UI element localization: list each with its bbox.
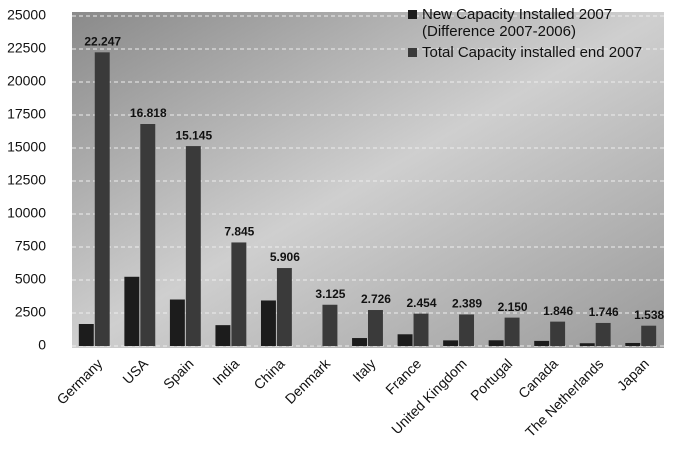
bar xyxy=(277,268,292,346)
bar xyxy=(489,340,504,346)
value-label: 22.247 xyxy=(84,35,121,49)
bar xyxy=(550,322,565,346)
value-label: 2.389 xyxy=(452,297,482,311)
page: 0 2500 5000 7500 10000 12500 15000 17500 20000 22… xyxy=(0,0,673,476)
value-label: 1.538 xyxy=(634,308,664,322)
x-tick-label: China xyxy=(250,355,287,392)
bar xyxy=(505,318,520,346)
bar xyxy=(368,310,383,346)
value-label: 2.454 xyxy=(406,296,436,310)
value-label: 16.818 xyxy=(130,106,167,120)
value-label: 7.845 xyxy=(224,225,254,239)
x-tick-label: The Netherlands xyxy=(522,355,607,440)
x-tick-label: Germany xyxy=(53,355,105,407)
x-tick-label: Spain xyxy=(160,355,197,392)
bar xyxy=(79,324,94,346)
x-tick-label: USA xyxy=(119,355,151,387)
bar xyxy=(534,341,549,346)
y-tick-label: 12500 xyxy=(7,172,46,188)
y-tick-label: 2500 xyxy=(15,304,46,320)
legend: New Capacity Installed 2007 (Difference … xyxy=(408,6,670,65)
value-label: 1.746 xyxy=(589,305,619,319)
bar xyxy=(322,305,337,346)
bar xyxy=(124,277,139,346)
bar xyxy=(596,323,611,346)
bar xyxy=(625,343,640,346)
legend-item: Total Capacity installed end 2007 xyxy=(408,44,670,61)
x-tick-label: Japan xyxy=(614,355,652,393)
x-tick-label: Italy xyxy=(349,355,378,384)
x-tick-label: Portugal xyxy=(467,355,515,403)
y-tick-label: 15000 xyxy=(7,139,46,155)
value-label: 1.846 xyxy=(543,304,573,318)
value-label: 15.145 xyxy=(175,128,212,142)
legend-item: New Capacity Installed 2007 (Difference … xyxy=(408,6,670,40)
legend-label: Total Capacity installed end 2007 xyxy=(422,44,642,61)
bar xyxy=(231,242,246,346)
bar xyxy=(443,340,458,346)
legend-label: New Capacity Installed 2007 (Difference … xyxy=(422,6,670,40)
bar xyxy=(215,325,230,346)
bar xyxy=(352,338,367,346)
y-tick-label: 10000 xyxy=(7,205,46,221)
legend-swatch xyxy=(408,48,417,57)
bar xyxy=(95,52,110,346)
bar xyxy=(186,146,201,346)
value-label: 3.125 xyxy=(315,287,345,301)
chart: 0 2500 5000 7500 10000 12500 15000 17500 20000 22… xyxy=(0,0,673,476)
bar xyxy=(140,124,155,346)
y-tick-label: 5000 xyxy=(15,271,46,287)
y-tick-label: 7500 xyxy=(15,238,46,254)
bar xyxy=(580,343,595,346)
y-tick-label: 20000 xyxy=(7,73,46,89)
bar xyxy=(170,300,185,346)
bar xyxy=(398,334,413,346)
x-tick-label: Denmark xyxy=(282,355,334,407)
y-tick-label: 17500 xyxy=(7,106,46,122)
x-tick-label: Canada xyxy=(515,355,561,401)
x-tick-label: France xyxy=(382,355,424,397)
bar xyxy=(414,314,429,346)
y-tick-label: 0 xyxy=(38,337,46,353)
y-tick-label: 25000 xyxy=(7,7,46,23)
value-label: 5.906 xyxy=(270,250,300,264)
bar xyxy=(641,326,656,346)
bar xyxy=(261,300,276,346)
bar xyxy=(459,314,474,346)
value-label: 2.726 xyxy=(361,292,391,306)
legend-swatch xyxy=(408,10,417,19)
y-tick-label: 22500 xyxy=(7,40,46,56)
x-tick-label: India xyxy=(209,355,242,388)
value-label: 2.150 xyxy=(498,300,528,314)
